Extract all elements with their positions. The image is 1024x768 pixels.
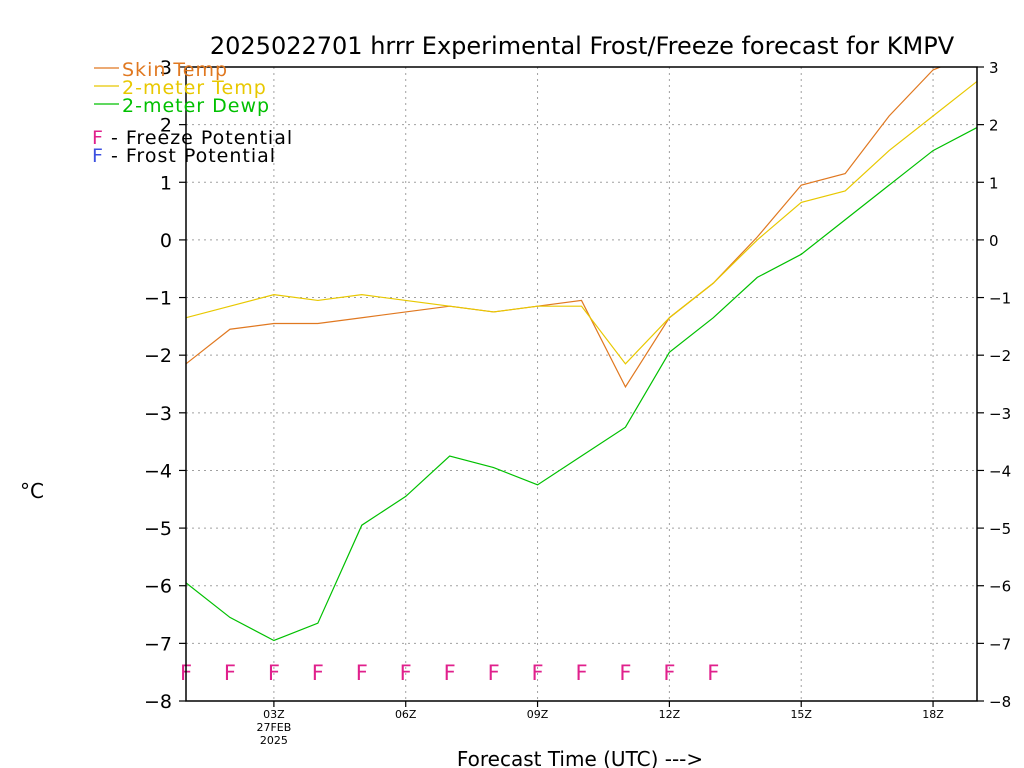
series-lines <box>186 67 977 642</box>
x-tick-label: 06Z <box>395 708 417 721</box>
y-tick-label-left: −3 <box>144 403 172 425</box>
legend-item-label: 2-meter Dewp <box>122 95 270 117</box>
y-tick-label-right: −5 <box>989 520 1011 538</box>
legend-item-label: Skin Temp <box>122 59 228 81</box>
grid-lines <box>186 67 977 701</box>
x-tick-label: 12Z <box>659 708 681 721</box>
y-tick-label-left: −4 <box>144 460 172 482</box>
freeze-flag: F <box>707 661 719 685</box>
y-tick-label-right: 0 <box>989 232 999 250</box>
legend-frost-label: F - Frost Potential <box>92 145 276 167</box>
y-tick-label-left: −8 <box>144 691 172 713</box>
legend-item-label: 2-meter Temp <box>122 77 267 99</box>
freeze-flag: F <box>663 661 675 685</box>
series-line-2-meter-dewp <box>186 126 977 642</box>
y-tick-label-right: −3 <box>989 405 1011 423</box>
y-tick-label-left: −2 <box>144 345 172 367</box>
y-tick-label-right: −7 <box>989 635 1011 653</box>
y-tick-label-left: 1 <box>160 172 172 194</box>
y-axis: 3 3 2 2 1 1 0 0 −1 −1 −2 −2 −3 −3 −4 −4 −5 −5 −6 −6 −7 −7 −8 −8 <box>144 57 1011 713</box>
y-tick-label-right: −2 <box>989 347 1011 365</box>
series-line-skin-temp <box>186 67 943 389</box>
freeze-flag: F <box>444 661 456 685</box>
freeze-flag: F <box>268 661 280 685</box>
y-tick-label-left: −7 <box>144 633 172 655</box>
x-tick-sublabel: 27FEB <box>256 721 291 734</box>
x-tick-label: 15Z <box>790 708 812 721</box>
y-tick-label-left: 0 <box>160 230 172 252</box>
y-tick-label-left: −5 <box>144 518 172 540</box>
series-line-2-meter-temp <box>186 80 977 365</box>
freeze-flag: F <box>619 661 631 685</box>
y-tick-label-right: −1 <box>989 290 1011 308</box>
freeze-flag: F <box>356 661 368 685</box>
y-tick-label-right: 3 <box>989 59 999 77</box>
y-tick-label-right: 1 <box>989 174 999 192</box>
freeze-flag: F <box>575 661 587 685</box>
chart-title: 2025022701 hrrr Experimental Frost/Freez… <box>210 32 955 60</box>
freeze-flag: F <box>532 661 544 685</box>
freeze-flag: F <box>312 661 324 685</box>
y-tick-label-left: 3 <box>160 57 172 79</box>
y-axis-label: °C <box>20 479 44 503</box>
y-tick-label-right: −4 <box>989 462 1011 480</box>
y-tick-label-right: −6 <box>989 578 1011 596</box>
y-tick-label-left: −1 <box>144 288 172 310</box>
legend-freeze-label: F - Freeze Potential <box>92 127 293 149</box>
y-tick-label-left: −6 <box>144 576 172 598</box>
y-tick-label-left: 2 <box>160 115 172 137</box>
freeze-flag: F <box>224 661 236 685</box>
freeze-flag: F <box>400 661 412 685</box>
x-tick-sublabel: 2025 <box>260 734 288 747</box>
x-tick-label: 09Z <box>527 708 549 721</box>
y-tick-label-right: 2 <box>989 117 999 135</box>
freeze-flag: F <box>488 661 500 685</box>
x-tick-label: 03Z <box>263 708 285 721</box>
plot-frame <box>185 66 978 702</box>
x-tick-label: 18Z <box>922 708 944 721</box>
y-tick-label-right: −8 <box>989 693 1011 711</box>
x-axis-label: Forecast Time (UTC) ---> <box>457 747 703 768</box>
